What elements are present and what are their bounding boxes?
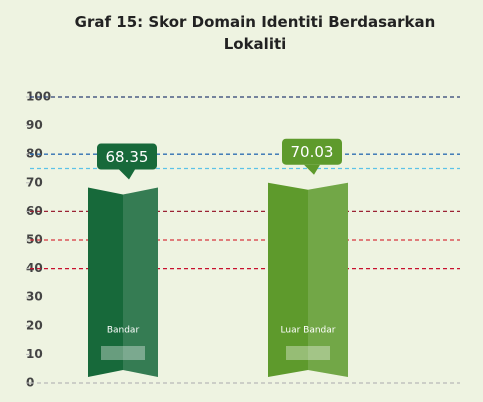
icon <box>286 346 330 360</box>
category-label: Bandar <box>107 326 140 336</box>
icon <box>101 346 145 360</box>
chart-title: Graf 15: Skor Domain Identiti Berdasarka… <box>75 13 436 53</box>
callout-pointer <box>119 170 135 180</box>
value-label: 70.03 <box>291 143 334 161</box>
chart: Graf 15: Skor Domain Identiti Berdasarka… <box>0 0 483 402</box>
callout-pointer <box>304 165 320 175</box>
value-label: 68.35 <box>106 148 149 166</box>
category-label: Luar Bandar <box>281 326 336 336</box>
